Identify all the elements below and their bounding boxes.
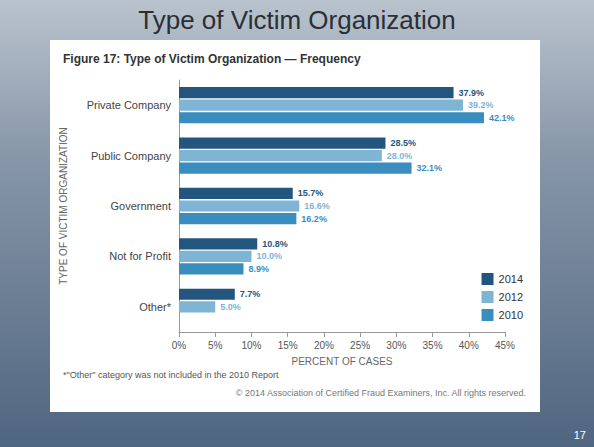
svg-text:37.9%: 37.9% (459, 88, 485, 98)
svg-text:28.5%: 28.5% (390, 138, 416, 148)
svg-text:5.0%: 5.0% (220, 302, 241, 312)
svg-text:PERCENT OF CASES: PERCENT OF CASES (292, 356, 393, 367)
svg-text:2010: 2010 (499, 309, 523, 321)
svg-text:Other*: Other* (139, 301, 172, 313)
svg-text:42.1%: 42.1% (489, 113, 515, 123)
svg-text:39.2%: 39.2% (468, 100, 494, 110)
html-text:17: 17 (573, 429, 586, 441)
svg-text:32.1%: 32.1% (417, 163, 443, 173)
svg-text:25%: 25% (350, 340, 370, 351)
svg-text:Not for Profit: Not for Profit (109, 250, 171, 262)
svg-text:2014: 2014 (499, 273, 523, 285)
svg-text:5%: 5% (208, 340, 223, 351)
svg-text:45%: 45% (495, 340, 515, 351)
svg-text:8.9%: 8.9% (248, 264, 269, 274)
svg-text:16.6%: 16.6% (304, 201, 330, 211)
svg-text:*"Other" category was not incl: *"Other" category was not included in th… (63, 370, 279, 380)
svg-text:Private Company: Private Company (87, 99, 172, 111)
svg-text:30%: 30% (386, 340, 406, 351)
svg-text:10.8%: 10.8% (262, 239, 288, 249)
svg-text:Government: Government (110, 200, 171, 212)
svg-text:15.7%: 15.7% (298, 188, 324, 198)
svg-text:10.0%: 10.0% (256, 251, 282, 261)
svg-text:© 2014 Association of Certifie: © 2014 Association of Certified Fraud Ex… (236, 388, 526, 398)
svg-text:15%: 15% (278, 340, 298, 351)
svg-text:7.7%: 7.7% (240, 289, 261, 299)
svg-text:Public Company: Public Company (91, 150, 172, 162)
svg-text:35%: 35% (423, 340, 443, 351)
svg-text:20%: 20% (314, 340, 334, 351)
svg-text:TYPE OF VICTIM ORGANIZATION: TYPE OF VICTIM ORGANIZATION (58, 127, 69, 285)
svg-text:16.2%: 16.2% (301, 214, 327, 224)
svg-text:0%: 0% (172, 340, 187, 351)
html-text:Type of Victim Organization: Type of Victim Organization (138, 5, 456, 35)
svg-text:40%: 40% (459, 340, 479, 351)
svg-text:10%: 10% (241, 340, 261, 351)
svg-text:2012: 2012 (499, 291, 523, 303)
svg-text:28.0%: 28.0% (387, 151, 413, 161)
svg-text:Figure 17: Type of Victim Orga: Figure 17: Type of Victim Organization —… (63, 52, 361, 66)
